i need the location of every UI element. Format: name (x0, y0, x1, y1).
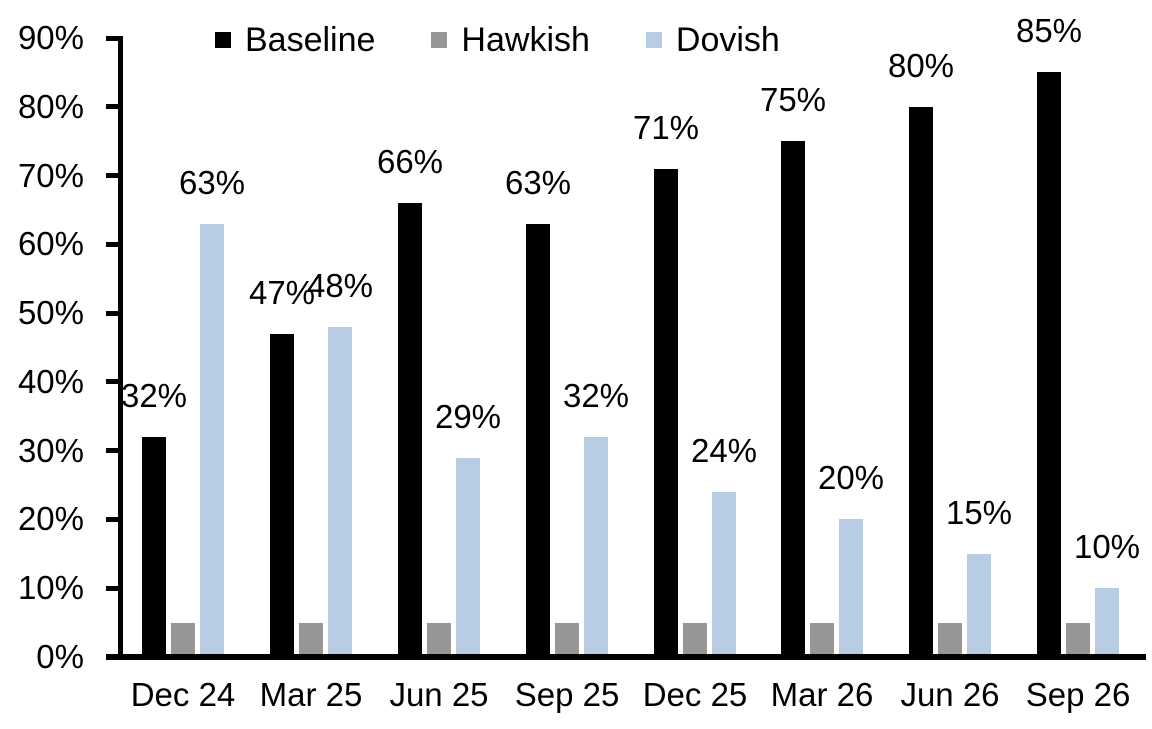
bar-label-baseline-dec-25: 71% (632, 109, 700, 146)
y-tick-label-80-: 80% (17, 88, 84, 125)
bar-label-baseline-dec-24: 32% (120, 377, 188, 414)
y-tick-label-50-: 50% (17, 294, 84, 331)
bar-baseline-sep-26 (1037, 72, 1061, 656)
bar-label-baseline-sep-25: 63% (504, 164, 572, 201)
legend-item-hawkish: Hawkish (431, 20, 590, 60)
legend-label-dovish: Dovish (675, 21, 780, 59)
bar-dovish-sep-25 (584, 437, 608, 656)
bar-label-dovish-dec-25: 24% (690, 432, 758, 469)
y-tick-mark-50- (106, 311, 118, 316)
bar-label-dovish-jun-25: 29% (434, 398, 502, 435)
bar-hawkish-sep-26 (1066, 623, 1090, 656)
bar-baseline-mar-25 (270, 334, 294, 656)
legend-swatch-dovish-icon (645, 32, 662, 48)
bar-hawkish-dec-24 (171, 623, 195, 656)
bar-hawkish-mar-26 (810, 623, 834, 656)
bar-hawkish-jun-26 (938, 623, 962, 656)
bar-label-dovish-sep-25: 32% (562, 377, 630, 414)
x-category-label-sep-25: Sep 25 (514, 676, 620, 713)
bar-baseline-sep-25 (526, 224, 550, 656)
y-tick-label-20-: 20% (17, 500, 84, 537)
legend-item-dovish: Dovish (645, 20, 780, 60)
bar-dovish-jun-25 (456, 458, 480, 656)
bar-hawkish-dec-25 (683, 623, 707, 656)
legend-label-baseline: Baseline (245, 21, 376, 59)
y-tick-label-90-: 90% (17, 19, 84, 56)
bar-label-dovish-mar-25: 48% (306, 267, 374, 304)
bar-baseline-dec-25 (654, 169, 678, 656)
bar-label-baseline-mar-26: 75% (759, 81, 827, 118)
y-tick-mark-60- (106, 242, 118, 247)
bar-dovish-jun-26 (967, 554, 991, 656)
y-tick-label-0-: 0% (36, 638, 84, 675)
legend-swatch-hawkish-icon (431, 32, 448, 48)
bar-label-dovish-sep-26: 10% (1073, 528, 1141, 565)
y-tick-mark-80- (106, 104, 118, 109)
x-category-label-jun-25: Jun 25 (389, 676, 489, 713)
bar-label-baseline-jun-25: 66% (376, 143, 444, 180)
x-category-label-jun-26: Jun 26 (900, 676, 1000, 713)
x-category-label-sep-26: Sep 26 (1025, 676, 1131, 713)
y-tick-label-60-: 60% (17, 225, 84, 262)
y-tick-mark-10- (106, 586, 118, 591)
legend-label-hawkish: Hawkish (461, 21, 590, 59)
x-category-label-dec-24: Dec 24 (130, 676, 236, 713)
bar-baseline-jun-26 (909, 107, 933, 656)
bar-label-dovish-mar-26: 20% (817, 459, 885, 496)
bar-label-baseline-jun-26: 80% (887, 47, 955, 84)
y-tick-label-70-: 70% (17, 157, 84, 194)
bar-dovish-sep-26 (1095, 588, 1119, 656)
y-tick-mark-40- (106, 379, 118, 384)
x-category-label-mar-26: Mar 26 (770, 676, 874, 713)
y-tick-mark-90- (106, 36, 118, 41)
x-category-label-mar-25: Mar 25 (259, 676, 363, 713)
x-axis-line (106, 654, 1146, 660)
legend-swatch-baseline-icon (215, 32, 231, 48)
bar-label-dovish-jun-26: 15% (945, 494, 1013, 531)
y-tick-mark-70- (106, 173, 118, 178)
bar-dovish-mar-26 (839, 519, 863, 656)
bar-baseline-dec-24 (142, 437, 166, 656)
y-tick-label-10-: 10% (17, 569, 84, 606)
bar-dovish-mar-25 (328, 327, 352, 656)
y-tick-mark-20- (106, 517, 118, 522)
chart-legend: Baseline Hawkish Dovish (215, 20, 780, 60)
bar-hawkish-jun-25 (427, 623, 451, 656)
legend-item-baseline: Baseline (215, 20, 375, 60)
y-axis-line (118, 36, 123, 660)
x-category-label-dec-25: Dec 25 (642, 676, 748, 713)
bar-label-dovish-dec-24: 63% (178, 164, 246, 201)
bar-label-baseline-mar-25: 47% (248, 274, 316, 311)
y-tick-label-30-: 30% (17, 432, 84, 469)
bar-dovish-dec-25 (712, 492, 736, 656)
bar-hawkish-sep-25 (555, 623, 579, 656)
bar-baseline-mar-26 (781, 141, 805, 656)
bar-baseline-jun-25 (398, 203, 422, 656)
bar-label-baseline-sep-26: 85% (1015, 12, 1083, 49)
y-tick-mark-30- (106, 448, 118, 453)
bar-dovish-dec-24 (200, 224, 224, 656)
bar-hawkish-mar-25 (299, 623, 323, 656)
y-tick-label-40-: 40% (17, 363, 84, 400)
